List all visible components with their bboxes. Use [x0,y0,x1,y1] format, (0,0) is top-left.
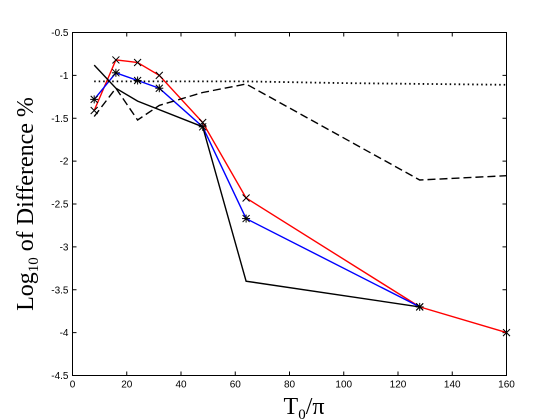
x-tick-label: 120 [390,380,407,391]
x-tick-label: 160 [498,380,515,391]
y-axis-label: Log10 of Difference % [13,97,42,311]
x-tick-label: 0 [70,380,76,391]
y-tick-label: -1.5 [51,114,69,125]
y-tick-label: -4.5 [51,371,69,382]
series-2-point [90,95,99,104]
y-tick-label: -2.5 [51,200,69,211]
y-tick-label: -1 [60,71,69,82]
x-tick-label: 40 [175,380,187,391]
plot-area [72,32,507,376]
y-tick-label: -0.5 [51,28,69,39]
y-tick-label: -3.5 [51,285,69,296]
series-line-3 [93,64,420,308]
y-tick-label: -3 [60,242,69,253]
series-1-point [242,194,250,202]
series-1-point [112,56,120,64]
series-line-4 [93,83,507,181]
y-tick-label: -2 [60,157,69,168]
y-tick-label: -4 [60,328,69,339]
x-tick-label: 140 [444,380,461,391]
series-1-point [133,58,142,67]
series-2-point [111,68,120,77]
x-axis-label: T0/π [284,394,325,420]
x-tick-label: 20 [121,380,133,391]
series-2-point [155,84,164,93]
axis-ticks: 0 20 40 60 80 100 120 140 160 -0.5 -1 -1.5 -2 -2.5 -3 -… [51,28,515,391]
x-tick-label: 100 [335,380,352,391]
series-layer [90,56,511,337]
series-1-point [502,328,511,337]
x-tick-label: 60 [230,380,242,391]
x-tick-label: 80 [284,380,296,391]
series-1-point [155,71,164,80]
series-2-point [242,214,251,223]
